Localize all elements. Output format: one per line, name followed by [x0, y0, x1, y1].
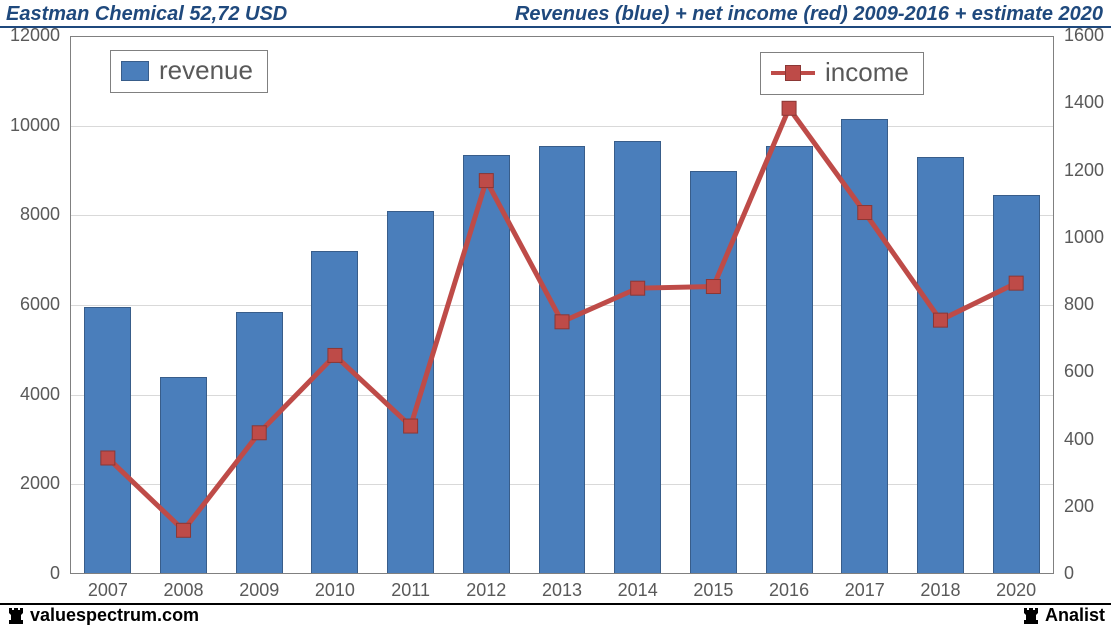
- xtick: 2018: [920, 580, 960, 601]
- income-marker: [933, 313, 947, 327]
- income-marker: [631, 281, 645, 295]
- header-left: Eastman Chemical 52,72 USD: [6, 3, 287, 26]
- xtick: 2011: [391, 580, 430, 601]
- ytick-right: 1600: [1064, 25, 1111, 46]
- ytick-left: 12000: [4, 25, 60, 46]
- legend-swatch-revenue: [121, 61, 149, 81]
- xtick: 2008: [164, 580, 204, 601]
- xtick: 2020: [996, 580, 1036, 601]
- ytick-right: 600: [1064, 361, 1111, 382]
- xtick: 2013: [542, 580, 582, 601]
- xtick: 2015: [693, 580, 733, 601]
- income-marker: [706, 280, 720, 294]
- income-marker: [858, 206, 872, 220]
- ytick-left: 0: [4, 563, 60, 584]
- ytick-right: 0: [1064, 563, 1111, 584]
- xtick: 2014: [618, 580, 658, 601]
- ytick-left: 6000: [4, 294, 60, 315]
- income-marker: [479, 174, 493, 188]
- xtick: 2017: [845, 580, 885, 601]
- income-marker: [101, 451, 115, 465]
- income-marker: [782, 101, 796, 115]
- ytick-right: 1400: [1064, 92, 1111, 113]
- plot-area: 0200040006000800010000120000200400600800…: [70, 36, 1054, 574]
- rook-icon: [6, 606, 26, 626]
- footer-left: valuespectrum.com: [30, 605, 199, 626]
- legend: income: [760, 52, 924, 95]
- ytick-right: 200: [1064, 496, 1111, 517]
- xtick: 2016: [769, 580, 809, 601]
- income-marker: [328, 348, 342, 362]
- ytick-right: 400: [1064, 429, 1111, 450]
- income-marker: [404, 419, 418, 433]
- ytick-right: 1000: [1064, 227, 1111, 248]
- legend: revenue: [110, 50, 268, 93]
- rook-icon: [1021, 606, 1041, 626]
- income-marker: [252, 426, 266, 440]
- income-line: [70, 36, 1054, 574]
- ytick-left: 4000: [4, 384, 60, 405]
- header-right: Revenues (blue) + net income (red) 2009-…: [515, 3, 1103, 26]
- ytick-right: 800: [1064, 294, 1111, 315]
- ytick-left: 8000: [4, 204, 60, 225]
- ytick-left: 10000: [4, 115, 60, 136]
- xtick: 2007: [88, 580, 128, 601]
- xtick: 2009: [239, 580, 279, 601]
- footer-right: Analist: [1045, 605, 1105, 626]
- income-marker: [1009, 276, 1023, 290]
- xtick: 2012: [466, 580, 506, 601]
- legend-label: revenue: [159, 55, 253, 86]
- chart-header: Eastman Chemical 52,72 USD Revenues (blu…: [0, 0, 1111, 28]
- income-marker: [555, 315, 569, 329]
- chart-root: { "header": { "left": "Eastman Chemical …: [0, 0, 1111, 627]
- chart-footer: valuespectrum.com Analist: [0, 603, 1111, 627]
- xtick: 2010: [315, 580, 355, 601]
- income-marker: [177, 523, 191, 537]
- ytick-left: 2000: [4, 473, 60, 494]
- ytick-right: 1200: [1064, 160, 1111, 181]
- legend-label: income: [825, 57, 909, 88]
- legend-swatch-income: [771, 61, 815, 85]
